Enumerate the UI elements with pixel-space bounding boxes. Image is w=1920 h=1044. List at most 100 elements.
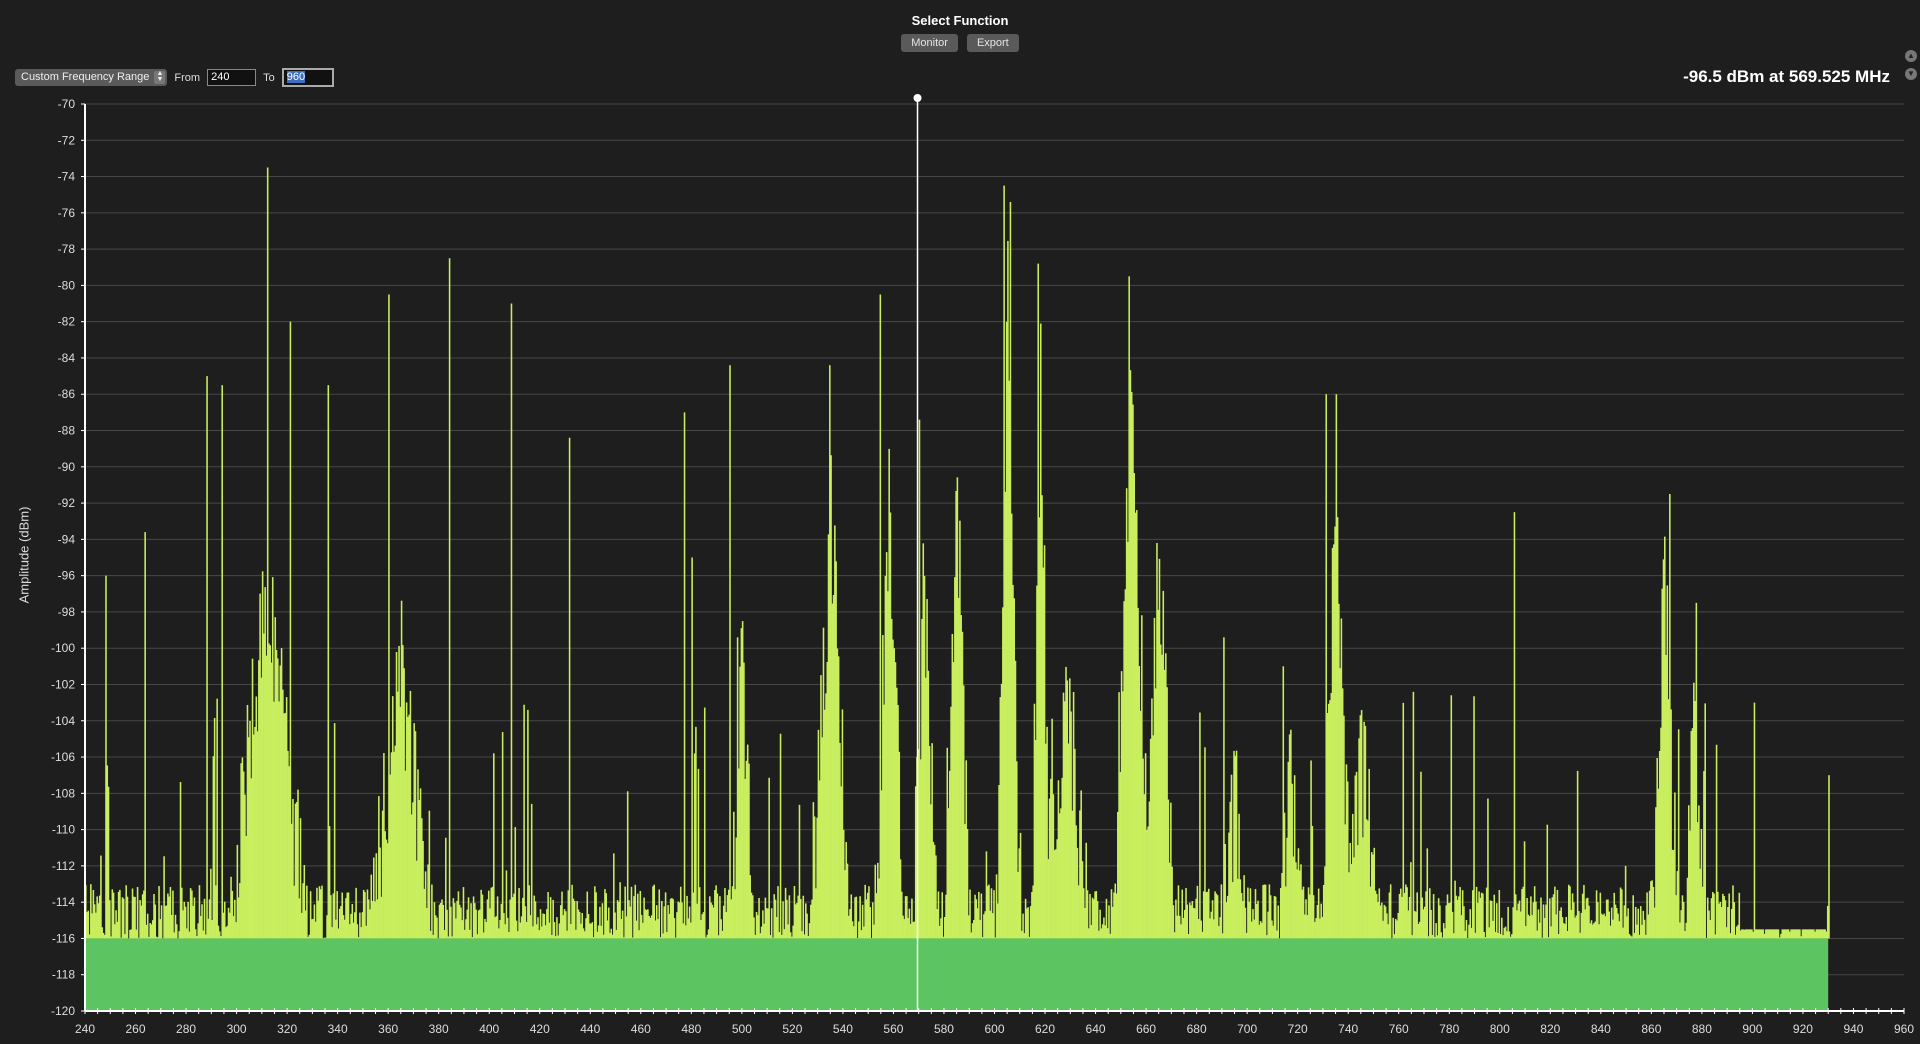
spectrum-bar [1158, 558, 1161, 939]
spectrum-bar [445, 837, 447, 939]
spectrum-bar [240, 763, 242, 939]
scroll-down-icon[interactable]: ▼ [1905, 68, 1917, 80]
spectrum-bar [1034, 740, 1037, 939]
spectrum-bar [304, 910, 307, 939]
spectrum-bar [1422, 909, 1425, 939]
spectrum-bar [1550, 926, 1552, 939]
spectrum-bar [796, 902, 798, 939]
spectrum-bar [549, 897, 552, 939]
spectrum-bar [1095, 891, 1098, 939]
spectrum-bar [1163, 669, 1166, 939]
spectrum-bar [758, 897, 760, 939]
spectrum-bar [787, 924, 789, 939]
spectrum-bar [1598, 924, 1600, 939]
spectrum-bar [1471, 890, 1474, 939]
spectrum-bar [1226, 895, 1229, 939]
spectrum-bar [1728, 893, 1730, 939]
spectrum-bar [717, 935, 720, 939]
x-tick-label: 400 [479, 1022, 499, 1036]
spectrum-bar [134, 896, 136, 939]
spectrum-bar [621, 910, 624, 939]
spectrum-bar [983, 914, 985, 939]
spectrum-bar [1469, 909, 1472, 939]
export-button[interactable]: Export [966, 34, 1019, 52]
spectrum-bar [290, 823, 293, 939]
spectrum-bar [1488, 927, 1490, 939]
spectrum-bar [1239, 879, 1242, 939]
spectrum-bar [1303, 914, 1306, 939]
spectrum-bar [1709, 919, 1712, 939]
spectrum-bar [1060, 808, 1062, 939]
spectrum-bar [1622, 927, 1624, 939]
to-input[interactable]: 960 [281, 68, 334, 87]
spectrum-bar [691, 557, 693, 939]
spectrum-bar [649, 917, 652, 939]
spectrum-bar [1512, 907, 1514, 939]
spectrum-bar [1641, 924, 1643, 939]
spectrum-bar [922, 543, 925, 939]
scroll-up-icon[interactable]: ▲ [1905, 50, 1917, 62]
spectrum-bar [844, 870, 846, 939]
spectrum-bar [669, 898, 672, 939]
spectrum-bar [1037, 263, 1040, 939]
spectrum-bar [568, 437, 571, 939]
spectrum-bar [1183, 910, 1186, 939]
y-tick-label: -98 [58, 605, 76, 619]
spectrum-bar [697, 768, 700, 939]
spectrum-bar [159, 919, 162, 939]
spectrum-bar [1279, 887, 1282, 939]
spectrum-bar [1655, 807, 1657, 939]
spectrum-bar [1045, 743, 1047, 939]
x-tick-label: 280 [176, 1022, 196, 1036]
spectrum-bar [1254, 889, 1257, 939]
spectrum-bar [1408, 896, 1411, 939]
spectrum-bar [1632, 895, 1634, 939]
spectrum-bar [762, 910, 764, 939]
spectrum-bar [830, 455, 832, 939]
spectrum-bar [1200, 920, 1202, 939]
spectrum-bar [961, 631, 964, 939]
spectrum-bar [1139, 710, 1142, 939]
spectrum-bar [1111, 906, 1114, 939]
spectrum-bar [1084, 907, 1086, 939]
spectrum-bar [184, 906, 187, 939]
spectrum-bar [1181, 889, 1184, 939]
spectrum-bar [1806, 929, 1809, 939]
spectrum-bar [268, 643, 270, 939]
spectrum-bar [1024, 898, 1027, 939]
spectrum-bar [1652, 887, 1655, 939]
spectrum-bar [743, 662, 745, 939]
spectrum-bar [914, 786, 917, 939]
spectrum-bar [1167, 799, 1170, 939]
spectrum-bar [514, 827, 517, 939]
spectrum-bar [1687, 805, 1690, 939]
x-tick-label: 500 [732, 1022, 752, 1036]
spectrum-bar [1264, 884, 1267, 939]
spectrum-bar [884, 575, 887, 939]
spectrum-bar [1100, 928, 1103, 939]
spectrum-bar [615, 929, 618, 939]
spectrum-bar [1261, 922, 1263, 939]
spectrum-bar [1431, 934, 1434, 939]
spectrum-bar [1711, 892, 1714, 939]
spectrum-bar [818, 780, 821, 939]
spectrum-bar [729, 365, 731, 939]
spectrum-bar [326, 915, 328, 939]
spectrum-bar [275, 649, 278, 939]
range-select[interactable]: Custom Frequency Range ▲ ▼ [15, 69, 168, 86]
spectrum-bar [274, 617, 277, 939]
spectrum-bar [1005, 321, 1008, 939]
from-input[interactable]: 240 [207, 69, 257, 86]
spectrum-bar [903, 919, 906, 939]
spectrum-bar [234, 899, 236, 939]
spectrum-bar [1703, 771, 1705, 939]
spectrum-bar [1089, 893, 1091, 939]
spectrum-bar [1633, 932, 1636, 939]
spectrum-bar [1067, 743, 1070, 939]
spectrum-bar [481, 894, 484, 939]
spectrum-bar [1556, 889, 1559, 939]
spectrum-bar [1014, 660, 1017, 939]
spectrum-bar [1143, 794, 1146, 939]
monitor-button[interactable]: Monitor [901, 34, 958, 52]
spectrum-bar [1717, 891, 1719, 939]
